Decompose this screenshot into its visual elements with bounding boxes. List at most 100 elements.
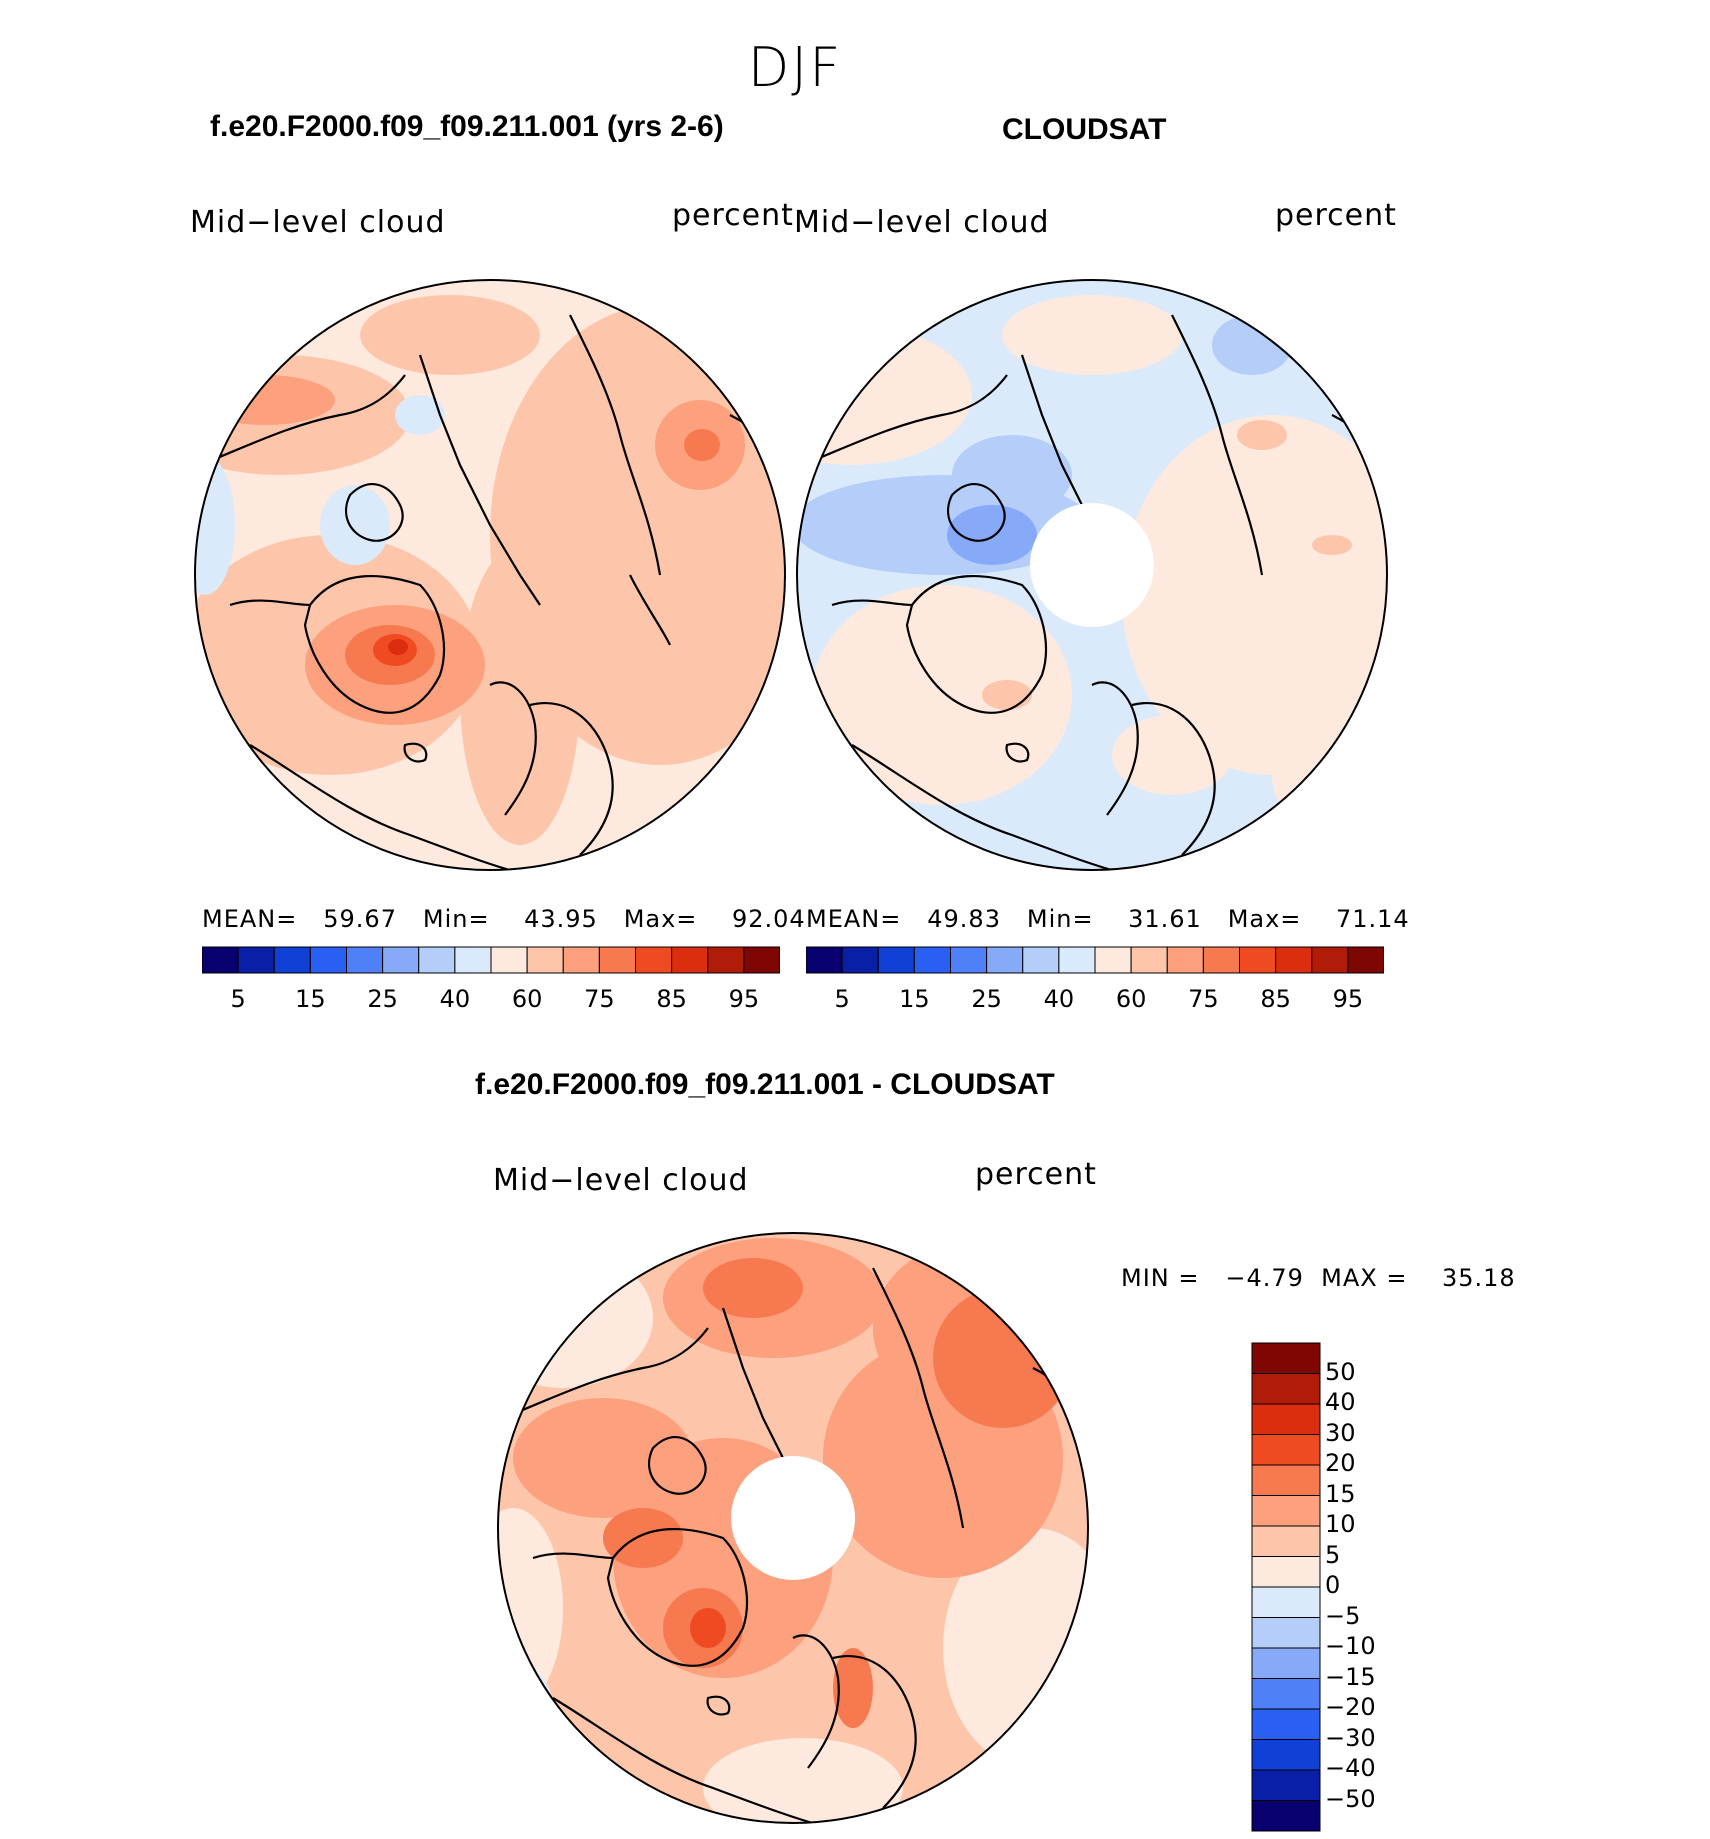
difference-colorbar-ticks: 50 40 30 20 15 10 5 0 −5 −10 −15 −20 −30 −40 −50 <box>1325 1342 1415 1832</box>
missing-data-hole <box>731 1456 855 1580</box>
colorbar-swatch <box>1251 1464 1321 1496</box>
panel1-mean-label: MEAN= <box>202 905 298 933</box>
colorbar-swatch <box>598 946 636 974</box>
colorbar-swatch <box>1239 946 1277 974</box>
colorbar-tick-label: −5 <box>1325 1601 1361 1630</box>
colorbar-swatch <box>1347 946 1384 974</box>
colorbar-swatch <box>1058 946 1096 974</box>
colorbar-tick-label: 95 <box>728 985 760 1013</box>
colorbar-swatch <box>671 946 709 974</box>
season-title: DJF <box>747 36 843 99</box>
contour-region <box>933 1288 1073 1428</box>
colorbar-swatch <box>950 946 988 974</box>
contour-region <box>498 1668 553 1748</box>
colorbar-swatch <box>562 946 600 974</box>
colorbar-tick-label: 75 <box>1188 985 1219 1013</box>
contour-region <box>947 505 1037 565</box>
contour-region <box>1002 295 1182 375</box>
panel3-units-label: percent <box>975 1157 1097 1192</box>
colorbar-swatch <box>1251 1495 1321 1527</box>
panel1-stats: MEAN= 59.67 Min= 43.95 Max= 92.04 <box>202 905 806 933</box>
colorbar-swatch <box>526 946 564 974</box>
panel2-title: CLOUDSAT <box>1002 113 1167 146</box>
contour-region <box>833 1648 873 1728</box>
contour-region <box>703 1258 803 1318</box>
contour-region <box>952 435 1072 515</box>
colorbar-swatch <box>382 946 420 974</box>
map-border <box>497 1232 1089 1824</box>
map-border <box>796 279 1388 871</box>
panel1-units-label: percent <box>672 198 794 233</box>
colorbar-tick-label: 40 <box>1043 985 1075 1013</box>
colorbar-swatch <box>1251 1800 1321 1832</box>
colorbar-swatch <box>1251 1525 1321 1557</box>
colorbar-swatch <box>346 946 384 974</box>
colorbar-swatch <box>841 946 879 974</box>
panel2-mean-label: MEAN= <box>806 905 902 933</box>
panel1-variable-label: Mid−level cloud <box>190 205 446 240</box>
colorbar-swatch <box>743 946 780 974</box>
contour-region <box>703 1738 903 1823</box>
coastlines <box>199 314 776 870</box>
colorbar-swatch <box>1251 1617 1321 1649</box>
colorbar-swatch <box>986 946 1024 974</box>
colorbar-tick-label: 40 <box>439 985 471 1013</box>
colorbar-tick-label: −50 <box>1325 1784 1376 1813</box>
panel2-units-label: percent <box>1275 198 1397 233</box>
colorbar-swatch <box>1251 1586 1321 1618</box>
colorbar-swatch <box>418 946 456 974</box>
panel3-title: f.e20.F2000.f09_f09.211.001 - CLOUDSAT <box>475 1068 1055 1101</box>
colorbar-swatch <box>1251 1678 1321 1710</box>
contour-region <box>395 395 445 435</box>
contour-region <box>1112 715 1232 795</box>
colorbar-swatch <box>202 946 239 974</box>
colorbar-swatch <box>1251 1769 1321 1801</box>
panel2-max-value: 71.14 <box>1335 905 1410 933</box>
panel2-variable-label: Mid−level cloud <box>794 205 1050 240</box>
colorbar-tick-label: 5 <box>1325 1540 1341 1569</box>
colorbar-swatch <box>237 946 275 974</box>
panel3-variable-label: Mid−level cloud <box>493 1163 749 1198</box>
panel1-min-label: Min= <box>422 905 490 933</box>
map-border <box>194 279 786 871</box>
colorbar-swatch <box>1251 1647 1321 1679</box>
contour-region <box>360 295 540 375</box>
colorbar-tick-label: 5 <box>230 985 246 1013</box>
contour-region <box>1312 535 1352 555</box>
contour-region <box>388 639 408 655</box>
colorbar-swatch <box>1311 946 1349 974</box>
difference-colorbar <box>1251 1342 1321 1832</box>
colorbar-tick-label: −20 <box>1325 1693 1376 1721</box>
colorbar-tick-label: 15 <box>899 985 930 1013</box>
colorbar-swatch <box>1251 1342 1321 1374</box>
contour-region <box>684 429 720 461</box>
colorbar-tick-label: 60 <box>1115 985 1147 1013</box>
colorbar-tick-label: −30 <box>1325 1723 1376 1752</box>
colorbar-swatch <box>877 946 915 974</box>
panel1-max-label: Max= <box>623 905 698 933</box>
panel1-colorbar-ticks: 5 15 25 40 60 75 85 95 <box>202 985 780 1015</box>
colorbar-tick-label: 25 <box>971 985 1002 1013</box>
panel2-mean-value: 49.83 <box>927 905 1001 933</box>
colorbar-swatch <box>490 946 528 974</box>
contour-region <box>1272 715 1387 835</box>
colorbar-swatch <box>309 946 347 974</box>
contour-region <box>1212 315 1292 375</box>
colorbar-tick-label: 25 <box>367 985 398 1013</box>
colorbar-tick-label: 5 <box>834 985 850 1013</box>
colorbar-tick-label: 15 <box>1325 1479 1356 1508</box>
contour-region <box>1122 415 1387 775</box>
contour-region <box>195 455 235 595</box>
contour-region <box>320 485 390 565</box>
colorbar-swatch <box>1275 946 1313 974</box>
colorbar-swatch <box>1251 1708 1321 1740</box>
colorbar-tick-label: 15 <box>295 985 326 1013</box>
contour-region <box>982 680 1032 710</box>
contour-region <box>460 545 580 845</box>
difference-map <box>497 1232 1089 1824</box>
colorbar-swatch <box>454 946 492 974</box>
contour-region <box>195 375 335 425</box>
colorbar-tick-label: 50 <box>1325 1357 1356 1386</box>
colorbar-tick-label: 75 <box>584 985 615 1013</box>
colorbar-swatch <box>273 946 311 974</box>
